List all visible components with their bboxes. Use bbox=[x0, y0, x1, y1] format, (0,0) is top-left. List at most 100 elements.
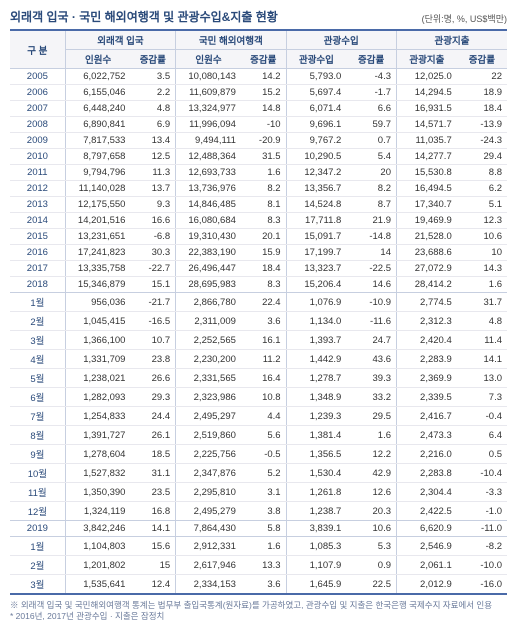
cell: 1,076.9 bbox=[286, 293, 346, 312]
cell: 1.6 bbox=[241, 537, 286, 556]
row-label: 2011 bbox=[10, 165, 65, 181]
cell: 13.7 bbox=[130, 181, 175, 197]
cell: 20 bbox=[346, 165, 396, 181]
cell: 8,797,658 bbox=[65, 149, 130, 165]
cell: 0.7 bbox=[346, 133, 396, 149]
table-row: 5월1,238,02126.62,331,56516.41,278.739.32… bbox=[10, 369, 507, 388]
cell: 12,347.2 bbox=[286, 165, 346, 181]
cell: 4.8 bbox=[457, 312, 507, 331]
cell: 18.4 bbox=[241, 261, 286, 277]
cell: 12,175,550 bbox=[65, 197, 130, 213]
cell: -6.8 bbox=[130, 229, 175, 245]
table-row: 10월1,527,83231.12,347,8765.21,530.442.92… bbox=[10, 464, 507, 483]
row-label: 4월 bbox=[10, 350, 65, 369]
cell: 29.5 bbox=[346, 407, 396, 426]
cell: 11.4 bbox=[457, 331, 507, 350]
cell: 4.8 bbox=[130, 101, 175, 117]
cell: 12,488,364 bbox=[176, 149, 241, 165]
cell: 1,348.9 bbox=[286, 388, 346, 407]
row-label: 2014 bbox=[10, 213, 65, 229]
row-label: 2013 bbox=[10, 197, 65, 213]
cell: 15,346,879 bbox=[65, 277, 130, 293]
cell: 2,495,279 bbox=[176, 502, 241, 521]
cell: 2,334,153 bbox=[176, 575, 241, 595]
cell: 1,278,604 bbox=[65, 445, 130, 464]
row-label: 2008 bbox=[10, 117, 65, 133]
cell: 16,080,684 bbox=[176, 213, 241, 229]
table-row: 20193,842,24614.17,864,4305.83,839.110.6… bbox=[10, 521, 507, 537]
cell: 2,420.4 bbox=[397, 331, 457, 350]
cell: 8.7 bbox=[346, 197, 396, 213]
cell: 2,225,756 bbox=[176, 445, 241, 464]
cell: 12.3 bbox=[457, 213, 507, 229]
cell: 15.1 bbox=[130, 277, 175, 293]
cell: 28,695,983 bbox=[176, 277, 241, 293]
cell: 8.8 bbox=[457, 165, 507, 181]
cell: 15 bbox=[130, 556, 175, 575]
row-label: 9월 bbox=[10, 445, 65, 464]
cell: 14.1 bbox=[130, 521, 175, 537]
cell: 10,080,143 bbox=[176, 69, 241, 85]
cell: 14.3 bbox=[457, 261, 507, 277]
cell: 8.2 bbox=[346, 181, 396, 197]
cell: -10.0 bbox=[457, 556, 507, 575]
cell: 21,528.0 bbox=[397, 229, 457, 245]
cell: 1,356.5 bbox=[286, 445, 346, 464]
cell: 6,155,046 bbox=[65, 85, 130, 101]
cell: 11.2 bbox=[241, 350, 286, 369]
cell: 39.3 bbox=[346, 369, 396, 388]
cell: 2,347,876 bbox=[176, 464, 241, 483]
col-g3-header: 관광수입 bbox=[286, 30, 396, 50]
cell: 14,524.8 bbox=[286, 197, 346, 213]
cell: 2,295,810 bbox=[176, 483, 241, 502]
cell: 2,283.8 bbox=[397, 464, 457, 483]
table-row: 6월1,282,09329.32,323,98610.81,348.933.22… bbox=[10, 388, 507, 407]
col-g4-header: 관광지출 bbox=[397, 30, 508, 50]
row-label: 2016 bbox=[10, 245, 65, 261]
cell: 5.6 bbox=[241, 426, 286, 445]
cell: 12,025.0 bbox=[397, 69, 457, 85]
cell: 6.6 bbox=[346, 101, 396, 117]
cell: -0.4 bbox=[457, 407, 507, 426]
cell: 1,282,093 bbox=[65, 388, 130, 407]
cell: 8.3 bbox=[241, 277, 286, 293]
cell: 1,134.0 bbox=[286, 312, 346, 331]
footnotes: ※ 외래객 입국 및 국민해외여행객 통계는 법무부 출입국통계(원자료)를 가… bbox=[10, 600, 507, 623]
cell: 13.3 bbox=[241, 556, 286, 575]
cell: 2,252,565 bbox=[176, 331, 241, 350]
cell: 26.6 bbox=[130, 369, 175, 388]
cell: 31.7 bbox=[457, 293, 507, 312]
cell: -24.3 bbox=[457, 133, 507, 149]
col-c4: 증감률 bbox=[241, 50, 286, 69]
cell: -14.8 bbox=[346, 229, 396, 245]
cell: 24.4 bbox=[130, 407, 175, 426]
cell: 11.3 bbox=[130, 165, 175, 181]
table-row: 9월1,278,60418.52,225,756-0.51,356.512.22… bbox=[10, 445, 507, 464]
col-category-header: 구 분 bbox=[10, 30, 65, 69]
cell: 5.1 bbox=[457, 197, 507, 213]
cell: 1,085.3 bbox=[286, 537, 346, 556]
cell: 10.6 bbox=[457, 229, 507, 245]
row-label: 2007 bbox=[10, 101, 65, 117]
cell: 2,311,009 bbox=[176, 312, 241, 331]
cell: 42.9 bbox=[346, 464, 396, 483]
cell: 15,091.7 bbox=[286, 229, 346, 245]
cell: 13,231,651 bbox=[65, 229, 130, 245]
cell: 17,241,823 bbox=[65, 245, 130, 261]
cell: 2,473.3 bbox=[397, 426, 457, 445]
cell: -16.5 bbox=[130, 312, 175, 331]
row-label: 2017 bbox=[10, 261, 65, 277]
cell: 23,688.6 bbox=[397, 245, 457, 261]
cell: 2,323,986 bbox=[176, 388, 241, 407]
table-row: 201414,201,51616.616,080,6848.317,711.82… bbox=[10, 213, 507, 229]
cell: 13,324,977 bbox=[176, 101, 241, 117]
cell: 5.8 bbox=[241, 521, 286, 537]
cell: 8.2 bbox=[241, 181, 286, 197]
cell: 2,304.4 bbox=[397, 483, 457, 502]
cell: 22 bbox=[457, 69, 507, 85]
cell: 2,216.0 bbox=[397, 445, 457, 464]
cell: 19,469.9 bbox=[397, 213, 457, 229]
row-label: 2018 bbox=[10, 277, 65, 293]
cell: 15.9 bbox=[241, 245, 286, 261]
footnote-2: * 2016년, 2017년 관광수입 · 지출은 잠정치 bbox=[10, 611, 507, 622]
